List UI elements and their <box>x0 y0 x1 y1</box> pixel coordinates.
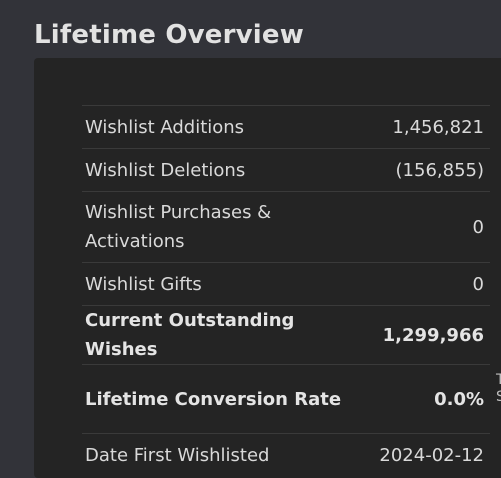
page-title: Lifetime Overview <box>34 20 304 50</box>
stat-label-wishlist-deletions: Wishlist Deletions <box>85 159 246 181</box>
stat-value-current-outstanding-wishes: 1,299,966 <box>382 324 484 346</box>
lifetime-overview-panel <box>34 58 501 478</box>
stat-value-wishlist-additions: 1,456,821 <box>392 116 484 138</box>
stat-label-lifetime-conversion-rate: Lifetime Conversion Rate <box>85 388 342 410</box>
table-row: Wishlist Purchases & Activations 0 <box>82 191 490 263</box>
table-row: Lifetime Conversion Rate 0.0% <box>82 364 490 434</box>
table-row: Date First Wishlisted 2024-02-12 <box>82 433 490 477</box>
clipped-note-text: T <box>496 372 501 388</box>
lifetime-stats-table: Wishlist Additions 1,456,821 Wishlist De… <box>82 105 490 476</box>
stat-label-date-first-wishlisted: Date First Wishlisted <box>85 444 270 466</box>
table-row: Current Outstanding Wishes 1,299,966 <box>82 305 490 365</box>
table-row: Wishlist Additions 1,456,821 <box>82 105 490 149</box>
stat-label-wishlist-additions: Wishlist Additions <box>85 116 245 138</box>
table-row: Wishlist Deletions (156,855) <box>82 148 490 192</box>
stat-value-wishlist-gifts: 0 <box>472 273 484 295</box>
stat-label-wishlist-gifts: Wishlist Gifts <box>85 273 202 295</box>
clipped-note-text: S <box>496 389 501 405</box>
stat-value-lifetime-conversion-rate: 0.0% <box>434 388 484 410</box>
stat-value-wishlist-deletions: (156,855) <box>395 159 484 181</box>
table-row: Wishlist Gifts 0 <box>82 262 490 306</box>
stat-value-wishlist-purchases-activations: 0 <box>472 216 484 238</box>
stat-label-current-outstanding-wishes: Current Outstanding Wishes <box>85 310 295 360</box>
stat-label-wishlist-purchases-activations: Wishlist Purchases & Activations <box>85 202 272 252</box>
stat-value-date-first-wishlisted: 2024-02-12 <box>379 444 484 466</box>
